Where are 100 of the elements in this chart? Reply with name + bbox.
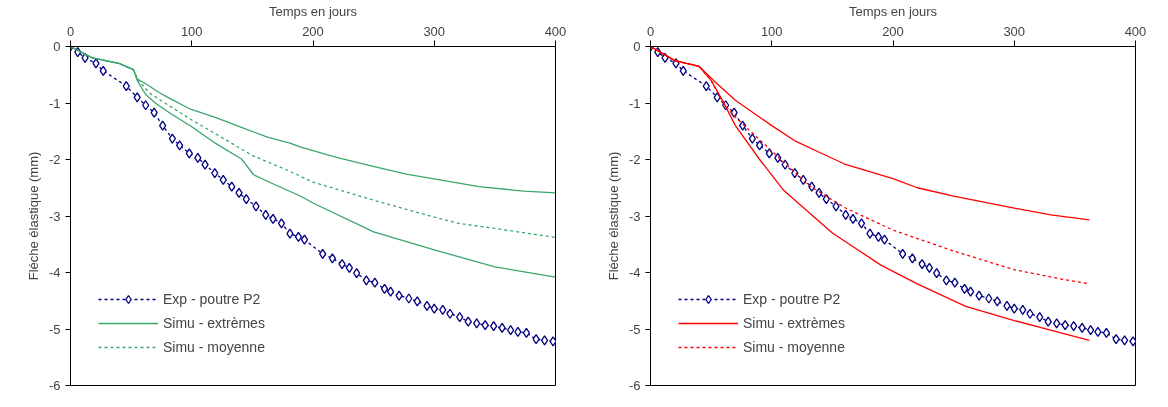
point — [92, 58, 100, 69]
point — [201, 159, 209, 170]
point — [142, 100, 150, 111]
y-tick-label: -2 — [628, 152, 641, 167]
point — [300, 234, 309, 245]
legend-label: Exp - poutre P2 — [743, 291, 841, 307]
point — [532, 334, 540, 345]
point — [966, 286, 975, 297]
point — [345, 262, 354, 274]
y-tick-label: -1 — [628, 95, 641, 111]
x-tick-label: 100 — [180, 23, 203, 39]
point — [960, 283, 969, 295]
point — [1094, 326, 1102, 337]
point — [252, 201, 260, 212]
legend-label: Simu - extrèmes — [163, 315, 265, 331]
point — [880, 234, 889, 245]
point — [514, 326, 522, 337]
legend-label: Simu - extrèmes — [743, 315, 845, 331]
point — [99, 65, 107, 76]
x-tick-label: 100 — [760, 23, 783, 39]
point — [490, 321, 498, 332]
point — [269, 213, 277, 224]
point — [185, 148, 193, 159]
point — [951, 277, 959, 288]
point — [874, 231, 883, 243]
point — [395, 290, 403, 301]
point — [679, 65, 687, 76]
point — [985, 293, 993, 304]
point — [1102, 327, 1111, 339]
point — [194, 152, 202, 163]
x-tick-label: 400 — [544, 23, 567, 39]
point — [730, 107, 738, 118]
y-tick-label: 0 — [53, 39, 61, 54]
point — [522, 327, 531, 339]
point — [81, 52, 89, 63]
y-tick-label: -2 — [48, 152, 61, 167]
x-tick-label: 300 — [423, 23, 446, 39]
point — [133, 92, 141, 103]
point — [405, 293, 413, 304]
point — [540, 335, 549, 346]
x-tick-label: 200 — [882, 23, 904, 39]
point — [908, 253, 917, 264]
x-tick-label: 400 — [1124, 23, 1147, 39]
point — [235, 187, 243, 198]
legend-label: Simu - moyenne — [163, 339, 265, 355]
point — [993, 296, 1001, 307]
point — [899, 248, 907, 259]
point — [473, 318, 481, 329]
point — [413, 296, 421, 307]
point — [1120, 335, 1129, 346]
point — [386, 286, 395, 297]
legend-label: Simu - moyenne — [743, 339, 845, 355]
point — [168, 133, 176, 144]
point — [1019, 304, 1027, 315]
point — [849, 213, 857, 224]
x-axis-title: Temps en jours — [848, 3, 938, 19]
y-axis-title: Fléche élastique (mm) — [605, 151, 621, 281]
point — [506, 324, 515, 336]
point — [1070, 321, 1078, 332]
point — [464, 316, 472, 327]
point — [857, 218, 866, 229]
point — [423, 300, 431, 311]
legend-label: Exp - poutre P2 — [163, 291, 261, 307]
point — [175, 140, 184, 151]
y-tick-label: -1 — [48, 95, 61, 111]
point — [765, 148, 773, 159]
point — [1010, 303, 1018, 314]
x-tick-label: 0 — [646, 23, 655, 39]
point — [319, 248, 327, 259]
point — [294, 231, 303, 243]
point — [925, 262, 934, 274]
y-tick-label: -3 — [628, 208, 641, 224]
y-tick-label: 0 — [633, 39, 641, 54]
point — [975, 290, 983, 301]
point — [866, 228, 874, 239]
y-tick-label: -5 — [48, 321, 61, 337]
point — [219, 174, 227, 185]
point — [1086, 324, 1095, 336]
point — [748, 133, 756, 144]
point — [286, 228, 294, 239]
point — [371, 277, 379, 288]
point — [150, 107, 158, 118]
point — [942, 275, 950, 286]
y-tick-label: -6 — [48, 378, 61, 393]
point — [328, 253, 337, 264]
point — [439, 304, 447, 315]
point — [277, 218, 286, 229]
x-tick-label: 0 — [66, 23, 75, 39]
x-axis-title: Temps en jours — [268, 3, 358, 19]
y-tick-label: -3 — [48, 208, 61, 224]
point — [228, 181, 236, 192]
point — [832, 201, 840, 212]
y-tick-label: -4 — [628, 265, 641, 280]
x-tick-label: 300 — [1003, 23, 1026, 39]
point — [1044, 316, 1052, 327]
point — [430, 303, 438, 314]
point — [1053, 318, 1061, 329]
point — [1112, 334, 1120, 345]
x-tick-label: 200 — [302, 23, 324, 39]
y-tick-label: -4 — [48, 265, 61, 280]
